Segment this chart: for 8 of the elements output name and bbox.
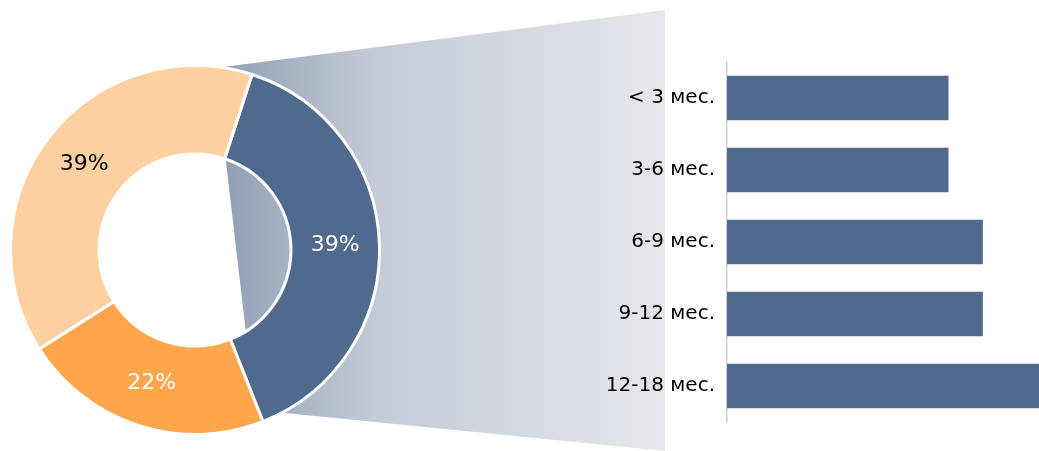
y-tick-label: 12-18 мес. (605, 372, 715, 397)
y-tick-label: < 3 мес. (628, 84, 715, 109)
data-label: 39% (59, 149, 109, 175)
data-label: 39% (310, 231, 360, 257)
data-label: 22% (127, 369, 177, 395)
y-tick-label: 6-9 мес. (631, 228, 715, 253)
y-tick-label: 3-6 мес. (631, 156, 715, 181)
y-tick-label: 9-12 мес. (618, 300, 715, 325)
